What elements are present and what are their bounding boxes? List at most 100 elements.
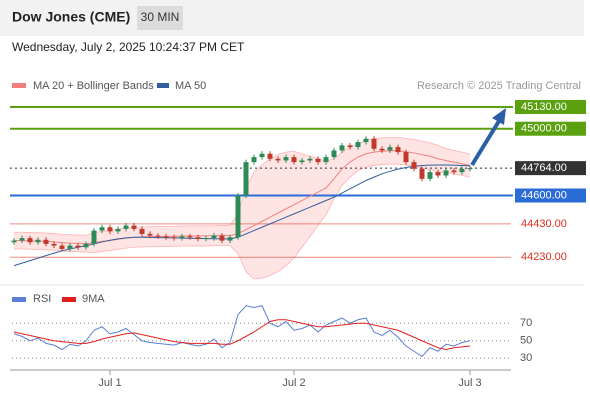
level-label-box: [515, 188, 586, 203]
candle-body: [35, 239, 41, 243]
candle-body: [467, 168, 473, 170]
title: Dow Jones (CME): [12, 9, 130, 25]
target-arrow: [470, 119, 501, 167]
date: Wednesday, July 2, 2025 10:24:37 PM CET: [12, 40, 245, 54]
candle-body: [155, 235, 161, 237]
indicator-line: [13, 164, 471, 267]
level-label: 45000.00: [521, 123, 567, 135]
candle-body: [315, 158, 321, 163]
candle-body: [203, 238, 209, 240]
candle-body: [355, 142, 361, 148]
candle-body: [195, 237, 201, 239]
candle-body: [243, 162, 249, 196]
candle-body: [83, 243, 89, 248]
band-upper: [14, 137, 471, 236]
y-tick-label: 30: [520, 352, 532, 364]
candle-body: [403, 152, 409, 163]
candle-body: [115, 228, 121, 232]
y-tick-label: 70: [520, 317, 532, 329]
legend-label: RSI: [33, 293, 51, 305]
candle-body: [123, 225, 129, 229]
indicator-line: [14, 150, 471, 245]
candle-body: [267, 153, 273, 159]
candle-body: [75, 245, 81, 248]
level-label: 45130.00: [521, 101, 567, 113]
plot: 45130.00 45000.00 44764.00 44600.00 44430.00…: [10, 100, 586, 389]
legend-swatch: [157, 83, 169, 88]
candle-body: [275, 158, 281, 161]
indicator-line: [13, 305, 471, 358]
candle-body: [51, 243, 57, 246]
candle-body: [339, 145, 345, 151]
candle-body: [99, 227, 105, 231]
candle-body: [187, 236, 193, 238]
candle-body: [59, 245, 65, 249]
candle-body: [179, 236, 185, 239]
indicator-line: [13, 319, 471, 351]
legend-label: MA 50: [175, 80, 206, 92]
candle-body: [211, 235, 217, 239]
level-label-box: [515, 161, 586, 176]
x-tick-label: Jul 1: [98, 377, 121, 389]
candle-body: [67, 245, 73, 249]
candle-body: [227, 237, 233, 241]
candle-body: [387, 147, 393, 151]
level-label: 44764.00: [521, 162, 567, 174]
level-label: 44230.00: [521, 251, 567, 263]
candle-body: [379, 148, 385, 151]
timeframe-badge[interactable]: [137, 6, 183, 30]
candle-body: [451, 170, 457, 173]
candle-body: [283, 157, 289, 161]
candle-body: [27, 238, 33, 243]
timeframe[interactable]: 30 MIN: [141, 10, 180, 24]
x-tick-label: Jul 2: [282, 377, 305, 389]
candle-body: [91, 230, 97, 244]
candle-body: [363, 138, 369, 143]
candle-body: [427, 172, 433, 179]
legend-swatch: [12, 297, 26, 302]
candle-body: [347, 145, 353, 148]
level-label-box: [515, 100, 586, 115]
candle-body: [107, 227, 113, 232]
candle-body: [371, 138, 377, 149]
candle-body: [147, 233, 153, 236]
candle-body: [419, 168, 425, 179]
candle-body: [459, 168, 465, 173]
candle-body: [219, 235, 225, 241]
header-band: [0, 0, 584, 36]
candle-body: [163, 236, 169, 238]
level-label: 44600.00: [521, 189, 567, 201]
level-label: 44430.00: [521, 218, 567, 230]
band-lower: [14, 163, 471, 280]
candle-body: [171, 237, 177, 239]
x-tick-label: Jul 3: [458, 377, 481, 389]
candle-body: [307, 158, 313, 161]
candle-body: [331, 150, 337, 158]
candle-body: [291, 157, 297, 163]
legend-swatch: [12, 83, 26, 88]
candle-body: [43, 239, 49, 244]
y-tick-label: 50: [520, 335, 532, 347]
candle-body: [395, 147, 401, 153]
candle-body: [443, 170, 449, 176]
candle-body: [435, 172, 441, 176]
candle-body: [323, 157, 329, 163]
target-arrow-head: [492, 108, 506, 125]
candle-body: [411, 162, 417, 169]
legend-swatch: [62, 297, 76, 302]
candle-body: [259, 153, 265, 158]
candle-body: [19, 238, 25, 241]
candle-body: [299, 160, 305, 163]
candle-body: [251, 157, 257, 163]
candle-body: [131, 225, 137, 229]
bollinger-band: [14, 137, 470, 279]
legend-label: 9MA: [82, 293, 105, 305]
source: Research © 2025 Trading Central: [417, 80, 581, 92]
candle-body: [11, 240, 17, 243]
level-label-box: [515, 121, 586, 136]
candle-body: [235, 195, 241, 238]
legend-label: MA 20 + Bollinger Bands: [33, 80, 154, 92]
candle-body: [139, 228, 145, 234]
